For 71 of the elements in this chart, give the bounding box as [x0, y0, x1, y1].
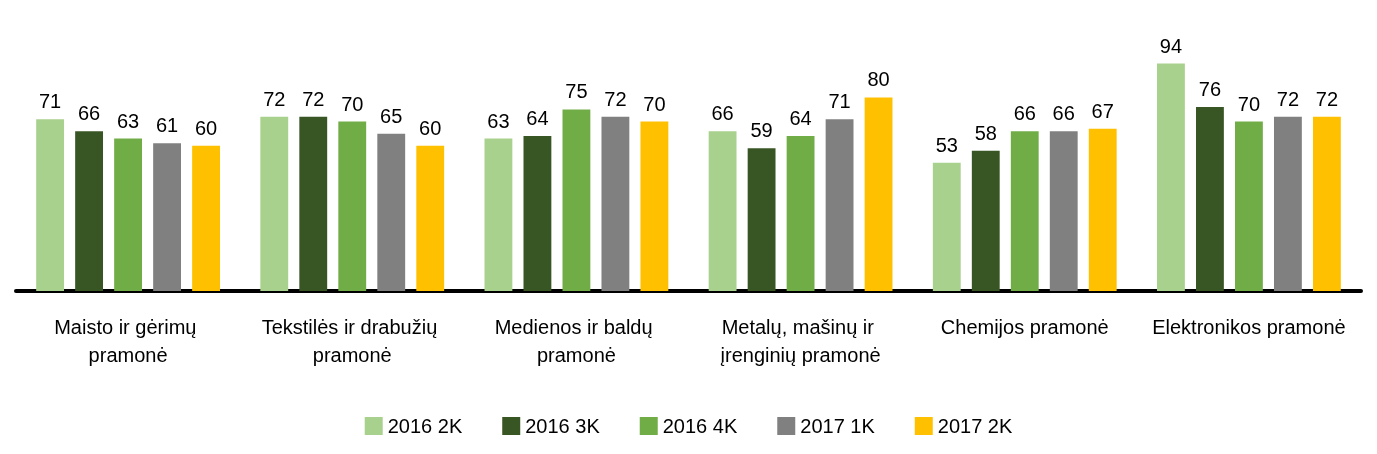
x-tick-label: Maisto ir gėrimų pramonė — [54, 316, 202, 366]
data-label: 72 — [302, 87, 325, 110]
data-label: 72 — [263, 87, 286, 110]
bar — [36, 119, 65, 291]
data-label: 65 — [380, 104, 403, 127]
data-label: 67 — [1091, 99, 1114, 122]
data-label: 75 — [565, 80, 588, 103]
bar — [1010, 131, 1039, 291]
bar — [1049, 131, 1078, 291]
data-label: 70 — [1237, 92, 1261, 115]
x-tick-label: Elektronikos pramonė — [1152, 316, 1346, 338]
bar — [192, 145, 220, 291]
data-label: 63 — [116, 109, 140, 132]
bar — [153, 143, 181, 291]
data-label: 63 — [487, 109, 510, 132]
bar — [416, 145, 445, 291]
data-label: 61 — [155, 114, 179, 137]
bar — [971, 150, 1000, 291]
data-label: 66 — [1013, 102, 1036, 125]
legend-label: 2016 3K — [525, 415, 601, 437]
data-label: 71 — [38, 90, 62, 113]
data-label: 64 — [526, 107, 549, 130]
data-label: 71 — [828, 90, 851, 113]
bar — [299, 116, 328, 291]
data-label: 70 — [341, 92, 364, 115]
data-label: 94 — [1159, 34, 1183, 57]
x-tick-label: Metalų, mašinų ir įrenginių pramonė — [720, 316, 881, 366]
data-label: 76 — [1198, 78, 1222, 101]
bar — [377, 133, 406, 291]
data-label: 80 — [867, 68, 890, 91]
data-label: 59 — [750, 119, 773, 142]
x-tick-label: Medienos ir baldų pramonė — [494, 316, 659, 366]
bar — [260, 116, 289, 291]
bar — [1157, 63, 1185, 291]
data-label: 72 — [1276, 87, 1300, 110]
data-label: 72 — [1315, 87, 1339, 110]
legend-label: 2016 4K — [662, 415, 738, 437]
x-tick-label: Chemijos pramonė — [940, 316, 1109, 338]
x-tick-label: Tekstilės ir drabužių pramonė — [261, 316, 443, 366]
bar — [338, 121, 367, 291]
bar — [747, 148, 776, 291]
data-label: 64 — [789, 107, 812, 130]
data-label: 66 — [77, 102, 101, 125]
bar — [1196, 107, 1224, 291]
legend-label: 2016 2K — [387, 415, 463, 437]
bar — [708, 131, 737, 291]
legend-label: 2017 1K — [800, 415, 876, 437]
data-label: 66 — [711, 102, 734, 125]
data-label: 58 — [974, 121, 997, 144]
bar — [1312, 116, 1341, 291]
data-label: 60 — [194, 116, 218, 139]
bar — [932, 162, 961, 291]
bar — [114, 138, 143, 291]
bar — [825, 119, 854, 291]
bar — [1088, 128, 1117, 291]
bar — [1234, 121, 1263, 291]
bar — [786, 136, 815, 291]
bar — [75, 131, 104, 291]
legend-label: 2017 2K — [937, 415, 1013, 437]
data-label: 72 — [604, 87, 627, 110]
bar — [601, 116, 630, 291]
bar — [1273, 116, 1302, 291]
data-label: 66 — [1052, 102, 1075, 125]
bar — [523, 136, 552, 291]
bar — [864, 97, 893, 291]
bar — [640, 121, 669, 291]
bar — [562, 109, 591, 291]
bar — [484, 138, 513, 291]
data-label: 60 — [419, 116, 442, 139]
data-label: 53 — [935, 133, 958, 156]
data-label: 70 — [643, 92, 666, 115]
